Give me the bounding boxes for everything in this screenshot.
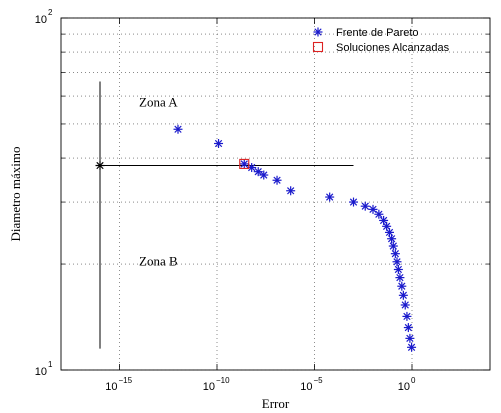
asterisk-stroke: [248, 163, 256, 172]
asterisk-stroke: [273, 176, 281, 184]
data-point: [384, 227, 394, 237]
data-point: [325, 192, 335, 202]
y-axis-label: Diametro máximo: [8, 147, 23, 242]
x-axis-label: Error: [262, 396, 290, 411]
asterisk-stroke: [406, 334, 414, 343]
y-tick-label: 10: [35, 366, 47, 378]
data-point: [214, 139, 224, 149]
asterisk-stroke: [407, 343, 416, 351]
data-point: [398, 290, 408, 300]
asterisk-stroke: [375, 210, 383, 218]
asterisk-stroke: [287, 187, 295, 195]
data-point: [360, 201, 370, 211]
solution-point: [239, 158, 250, 169]
asterisk-stroke: [401, 301, 409, 309]
plot-frame: [60, 17, 491, 371]
legend-label: Frente de Pareto: [336, 27, 419, 39]
asterisk-stroke: [396, 273, 404, 282]
zone-annotation: Zona A: [139, 95, 178, 110]
data-point: [387, 234, 397, 244]
asterisk-stroke: [240, 160, 248, 168]
asterisk-stroke: [96, 161, 104, 170]
plot-area: [61, 18, 490, 370]
x-tick-label: 10: [203, 381, 215, 393]
data-point: [403, 323, 413, 333]
asterisk-stroke: [393, 258, 401, 266]
asterisk-stroke: [385, 228, 394, 237]
data-point: [392, 257, 402, 267]
asterisk-stroke: [174, 125, 182, 133]
reference-point: [95, 161, 105, 171]
data-point: [239, 159, 249, 169]
x-tick-label: 10: [105, 381, 117, 393]
data-point: [272, 175, 282, 185]
data-point: [349, 197, 358, 207]
legend-marker: [313, 27, 323, 37]
x-tick-exponent: −5: [314, 376, 324, 385]
x-tick-label: 10: [398, 381, 410, 393]
asterisk-stroke: [389, 242, 397, 250]
asterisk-stroke: [379, 216, 388, 225]
data-point: [286, 186, 296, 196]
data-point: [374, 209, 384, 219]
x-tick-exponent: −10: [216, 376, 230, 385]
y-tick-exponent: 1: [48, 360, 53, 369]
asterisk-stroke: [399, 291, 408, 299]
asterisk-stroke: [326, 193, 334, 201]
asterisk-stroke: [254, 167, 262, 176]
data-point: [397, 281, 407, 291]
y-tick-label: 10: [35, 14, 47, 26]
data-point: [259, 170, 269, 180]
x-tick-exponent: 0: [411, 376, 416, 385]
data-point: [402, 311, 412, 321]
data-point: [368, 204, 378, 214]
asterisk-stroke: [349, 198, 358, 206]
data-point: [400, 300, 410, 310]
asterisk-stroke: [398, 282, 406, 290]
x-tick-exponent: −15: [119, 376, 133, 385]
zone-annotation: Zona B: [139, 254, 178, 269]
data-point: [390, 249, 400, 259]
asterisk-stroke: [404, 323, 413, 332]
data-point: [247, 163, 257, 173]
data-point: [393, 264, 403, 274]
data-point: [407, 342, 417, 352]
asterisk-stroke: [214, 139, 223, 148]
asterisk-stroke: [260, 171, 268, 179]
data-point: [173, 124, 183, 134]
x-tick-label: 10: [300, 381, 312, 393]
legend-marker: [312, 41, 324, 53]
asterisk-stroke: [382, 222, 391, 230]
y-tick-exponent: 2: [48, 8, 53, 17]
asterisk-stroke: [369, 205, 377, 214]
asterisk-stroke: [394, 265, 403, 274]
data-point: [405, 333, 415, 343]
data-point: [388, 241, 398, 251]
asterisk-stroke: [314, 28, 322, 36]
asterisk-stroke: [387, 235, 396, 243]
legend-label: Soluciones Alcanzadas: [336, 42, 450, 54]
asterisk-stroke: [361, 202, 369, 210]
asterisk-stroke: [403, 312, 411, 321]
data-point: [395, 273, 405, 283]
asterisk-stroke: [391, 250, 400, 258]
